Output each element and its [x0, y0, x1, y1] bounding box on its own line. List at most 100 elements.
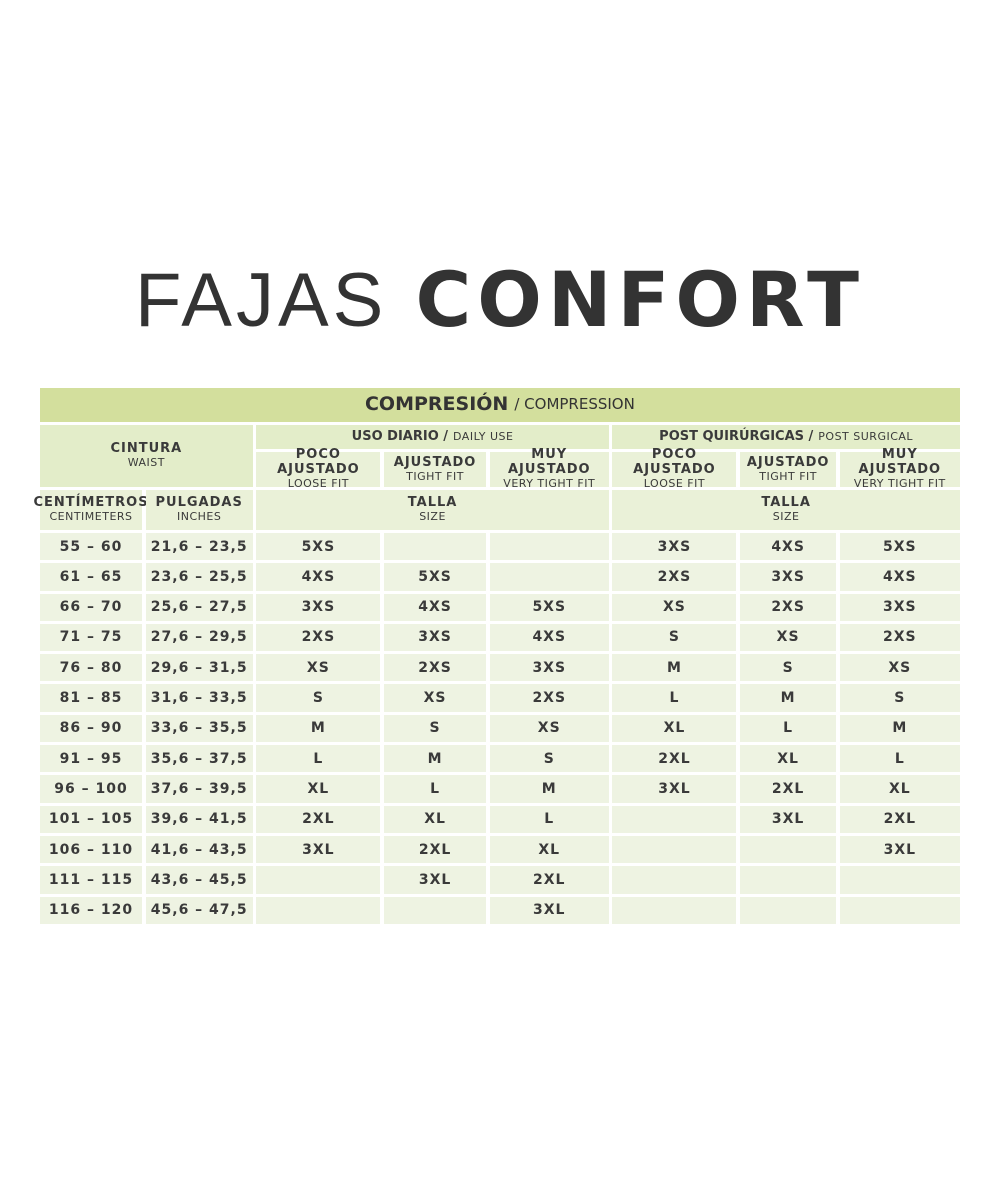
fit-en: TIGHT FIT [406, 469, 464, 483]
post-size-cell: XS [612, 593, 737, 621]
post-en: POST SURGICAL [818, 429, 914, 443]
daily-fit-header-2: MUY AJUSTADO VERY TIGHT FIT [489, 447, 609, 490]
inches-cell: 35,6 – 37,5 [145, 745, 253, 773]
post-size-cell: L [612, 684, 737, 712]
post-size-cell: 3XL [740, 805, 837, 833]
daily-size-cell [489, 563, 609, 591]
centimeters-header: CENTÍMETROS CENTIMETERS [33, 490, 148, 530]
daily-size-cell: 5XS [256, 533, 381, 561]
daily-size-cell: 3XL [489, 896, 609, 924]
post-size-cell: 5XS [839, 533, 960, 561]
size-en: SIZE [419, 510, 446, 524]
daily-en: DAILY USE [453, 429, 514, 443]
daily-size-cell: XS [489, 714, 609, 743]
size-es: TALLA [407, 495, 458, 511]
fit-es: MUY AJUSTADO [507, 447, 591, 478]
daily-size-cell: S [384, 714, 487, 743]
inches-cell: 33,6 – 35,5 [145, 714, 253, 743]
daily-size-cell: 5XS [489, 593, 609, 621]
size-header-daily: TALLA SIZE [256, 490, 609, 530]
post-size-cell [612, 896, 737, 924]
inches-cell: 25,6 – 27,5 [145, 593, 253, 621]
inches-cell: 41,6 – 43,5 [145, 835, 253, 864]
compression-es: COMPRESIÓN [364, 393, 509, 416]
daily-size-cell: 2XS [489, 684, 609, 712]
post-size-cell: 4XS [839, 563, 960, 591]
inches-cell: 23,6 – 25,5 [145, 563, 253, 591]
daily-size-cell [489, 533, 609, 561]
post-size-cell [612, 866, 737, 894]
daily-size-cell: 2XS [256, 623, 381, 652]
daily-size-cell: 2XL [256, 805, 381, 833]
cm-cell: 106 – 110 [40, 835, 142, 864]
daily-size-cell: L [384, 775, 487, 803]
daily-size-cell: 4XS [256, 563, 381, 591]
daily-size-cell: 2XS [384, 654, 487, 682]
daily-size-cell: 3XS [256, 593, 381, 621]
fit-es: POCO AJUSTADO [633, 447, 716, 478]
inches-es: PULGADAS [155, 495, 243, 511]
daily-size-cell: L [256, 745, 381, 773]
daily-size-cell: M [384, 745, 487, 773]
daily-size-cell: 4XS [489, 623, 609, 652]
post-size-cell: 4XS [740, 533, 837, 561]
post-size-cell: XS [740, 623, 837, 652]
inches-cell: 29,6 – 31,5 [145, 654, 253, 682]
daily-size-cell: XL [489, 835, 609, 864]
post-size-cell: L [839, 745, 960, 773]
daily-size-cell: XS [384, 684, 487, 712]
post-size-cell [839, 866, 960, 894]
daily-size-cell: XL [384, 805, 487, 833]
cm-cell: 86 – 90 [40, 714, 142, 743]
post-size-cell: 3XS [740, 563, 837, 591]
daily-size-cell [256, 866, 381, 894]
post-size-cell: 3XS [839, 593, 960, 621]
post-size-cell [740, 866, 837, 894]
cm-cell: 61 – 65 [40, 563, 142, 591]
fit-es: AJUSTADO [393, 454, 477, 470]
post-surgical-header: POST QUIRÚRGICAS / POST SURGICAL [612, 425, 960, 449]
daily-size-cell: M [256, 714, 381, 743]
post-size-cell: 3XS [612, 533, 737, 561]
post-size-cell: L [740, 714, 837, 743]
post-size-cell: 3XL [839, 835, 960, 864]
waist-es: CINTURA [110, 441, 183, 457]
daily-size-cell: 2XL [384, 835, 487, 864]
cm-cell: 111 – 115 [40, 866, 142, 894]
compression-header: COMPRESIÓN / COMPRESSION [40, 388, 960, 422]
fit-es: MUY AJUSTADO [858, 447, 942, 478]
daily-fit-header-1: AJUSTADO TIGHT FIT [384, 452, 487, 487]
inches-cell: 43,6 – 45,5 [145, 866, 253, 894]
inches-en: INCHES [177, 510, 222, 524]
fit-es: AJUSTADO [746, 454, 830, 470]
waist-en: WAIST [127, 456, 165, 470]
post-size-cell: 2XS [839, 623, 960, 652]
daily-es: USO DIARIO / [351, 428, 449, 444]
daily-size-cell: L [489, 805, 609, 833]
inches-header: PULGADAS INCHES [145, 490, 253, 530]
inches-cell: 39,6 – 41,5 [145, 805, 253, 833]
size-chart-table: COMPRESIÓN / COMPRESSION CINTURA WAIST U… [33, 388, 960, 924]
post-size-cell: XS [839, 654, 960, 682]
post-size-cell: 2XL [740, 775, 837, 803]
fit-en: TIGHT FIT [759, 469, 817, 483]
daily-size-cell: XS [256, 654, 381, 682]
title-light: FAJAS [135, 258, 388, 343]
inches-cell: 31,6 – 33,5 [145, 684, 253, 712]
post-fit-header-2: MUY AJUSTADO VERY TIGHT FIT [839, 447, 960, 490]
cm-cell: 101 – 105 [40, 805, 142, 833]
post-size-cell: S [612, 623, 737, 652]
daily-size-cell [384, 533, 487, 561]
inches-cell: 45,6 – 47,5 [145, 896, 253, 924]
cm-cell: 71 – 75 [40, 623, 142, 652]
cm-cell: 116 – 120 [40, 896, 142, 924]
daily-size-cell: 3XL [384, 866, 487, 894]
daily-size-cell [384, 896, 487, 924]
post-size-cell: S [839, 684, 960, 712]
size-header-post: TALLA SIZE [612, 490, 960, 530]
page-title: FAJAS CONFORT [0, 255, 1000, 346]
size-es: TALLA [761, 495, 811, 511]
post-size-cell: XL [612, 714, 737, 743]
inches-cell: 21,6 – 23,5 [145, 533, 253, 561]
cm-cell: 55 – 60 [40, 533, 142, 561]
